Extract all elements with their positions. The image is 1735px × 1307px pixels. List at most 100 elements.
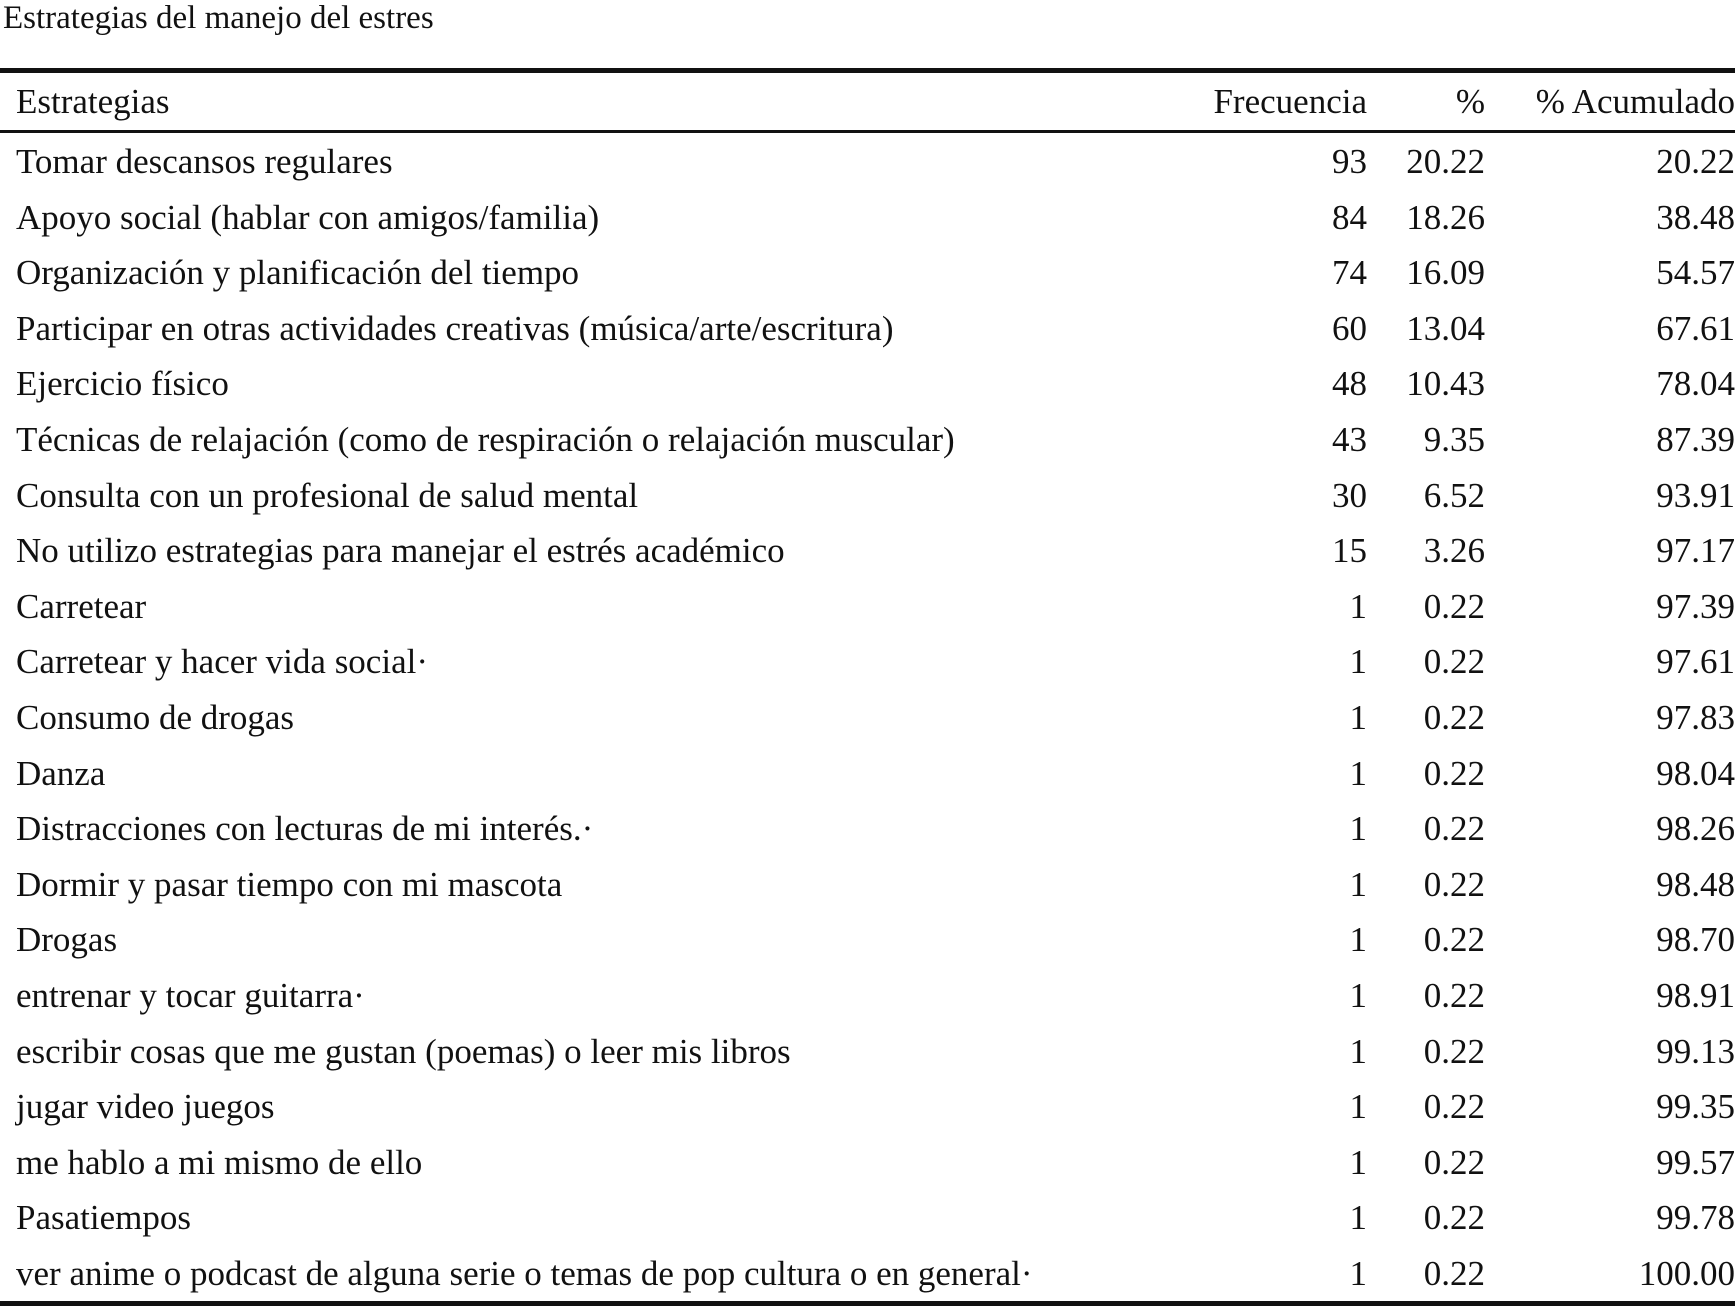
header-row: Estrategias Frecuencia % % Acumulado	[0, 70, 1735, 133]
strategy-cell: Pasatiempos	[16, 1198, 191, 1238]
table-row: Carretear 1 0.22 97.39	[0, 579, 1735, 635]
cumulative-percent-cell: 97.39	[1656, 586, 1735, 626]
frequency-cell: 1	[1349, 975, 1368, 1015]
column-header-strategies: Estrategias	[0, 70, 1171, 133]
cumulative-percent-cell: 98.04	[1656, 753, 1735, 793]
table-row: Drogas 1 0.22 98.70	[0, 912, 1735, 968]
cumulative-percent-cell: 99.35	[1656, 1087, 1735, 1127]
frequency-cell: 1	[1349, 753, 1368, 793]
table-caption: Estrategias del manejo del estres	[3, 0, 434, 36]
frequency-cell: 1	[1349, 1253, 1368, 1293]
percent-cell: 0.22	[1423, 920, 1485, 960]
strategy-cell: No utilizo estrategias para manejar el e…	[16, 531, 785, 571]
table-row: Consumo de drogas 1 0.22 97.83	[0, 690, 1735, 746]
column-header-frequency: Frecuencia	[1171, 70, 1367, 133]
table-row: Distracciones con lecturas de mi interés…	[0, 801, 1735, 857]
table-row: Tomar descansos regulares 93 20.22 20.22	[0, 132, 1735, 190]
cumulative-percent-cell: 87.39	[1656, 419, 1735, 459]
cumulative-percent-cell: 97.61	[1656, 642, 1735, 682]
frequency-cell: 48	[1332, 364, 1367, 404]
cumulative-percent-cell: 98.91	[1656, 975, 1735, 1015]
column-header-percent: %	[1367, 70, 1485, 133]
cumulative-percent-cell: 98.48	[1656, 864, 1735, 904]
table-row: Dormir y pasar tiempo con mi mascota 1 0.2…	[0, 857, 1735, 913]
frequency-cell: 1	[1349, 864, 1368, 904]
strategy-cell: Danza	[16, 753, 106, 793]
percent-cell: 0.22	[1423, 642, 1485, 682]
percent-cell: 0.22	[1423, 586, 1485, 626]
frequency-table: Estrategias Frecuencia % % Acumulado Tom…	[0, 68, 1735, 1307]
table-row: jugar video juegos 1 0.22 99.35	[0, 1079, 1735, 1135]
percent-cell: 20.22	[1406, 142, 1485, 181]
cumulative-percent-cell: 54.57	[1656, 253, 1735, 293]
frequency-cell: 1	[1349, 809, 1368, 849]
table-row: Participar en otras actividades creativa…	[0, 301, 1735, 357]
frequency-cell: 30	[1332, 475, 1367, 515]
frequency-cell: 1	[1349, 1198, 1368, 1238]
table-row: ver anime o podcast de alguna serie o te…	[0, 1246, 1735, 1304]
strategy-cell: Distracciones con lecturas de mi interés…	[16, 809, 594, 849]
strategy-cell: Apoyo social (hablar con amigos/familia)	[16, 197, 600, 237]
percent-cell: 0.22	[1423, 1253, 1485, 1293]
frequency-cell: 60	[1332, 308, 1367, 348]
cumulative-percent-cell: 99.57	[1656, 1142, 1735, 1182]
percent-cell: 18.26	[1406, 197, 1485, 237]
percent-cell: 6.52	[1423, 475, 1485, 515]
strategy-cell: Carretear	[16, 586, 147, 626]
cumulative-percent-cell: 97.17	[1656, 531, 1735, 571]
frequency-cell: 15	[1332, 531, 1367, 571]
percent-cell: 16.09	[1406, 253, 1485, 293]
strategy-cell: entrenar y tocar guitarra·	[16, 975, 365, 1015]
percent-cell: 10.43	[1406, 364, 1485, 404]
percent-cell: 0.22	[1423, 1087, 1485, 1127]
percent-cell: 0.22	[1423, 1142, 1485, 1182]
cumulative-percent-cell: 100.00	[1638, 1253, 1735, 1293]
percent-cell: 0.22	[1423, 697, 1485, 737]
strategy-cell: me hablo a mi mismo de ello	[16, 1142, 423, 1182]
table-row: escribir cosas que me gustan (poemas) o …	[0, 1024, 1735, 1080]
table-row: Ejercicio físico 48 10.43 78.04	[0, 356, 1735, 412]
frequency-cell: 43	[1332, 419, 1367, 459]
table-row: Consulta con un profesional de salud men…	[0, 468, 1735, 524]
frequency-cell: 1	[1349, 642, 1368, 682]
percent-cell: 0.22	[1423, 753, 1485, 793]
cumulative-percent-cell: 20.22	[1656, 142, 1735, 181]
strategy-cell: Ejercicio físico	[16, 364, 229, 404]
frequency-cell: 1	[1349, 586, 1368, 626]
strategy-cell: Tomar descansos regulares	[16, 142, 393, 181]
frequency-cell: 1	[1349, 1087, 1368, 1127]
table-row: Apoyo social (hablar con amigos/familia)…	[0, 190, 1735, 246]
table-body: Tomar descansos regulares 93 20.22 20.22 Apo…	[0, 132, 1735, 1304]
strategy-cell: Participar en otras actividades creativa…	[16, 308, 894, 348]
frequency-cell: 1	[1349, 1031, 1368, 1071]
percent-cell: 0.22	[1423, 975, 1485, 1015]
percent-cell: 0.22	[1423, 1031, 1485, 1071]
table-header: Estrategias Frecuencia % % Acumulado	[0, 70, 1735, 133]
frequency-cell: 93	[1332, 142, 1367, 181]
table-row: me hablo a mi mismo de ello 1 0.22 99.57	[0, 1135, 1735, 1191]
cumulative-percent-cell: 98.26	[1656, 809, 1735, 849]
percent-cell: 0.22	[1423, 864, 1485, 904]
cumulative-percent-cell: 38.48	[1656, 197, 1735, 237]
strategy-cell: Organización y planificación del tiempo	[16, 253, 580, 293]
percent-cell: 3.26	[1423, 531, 1485, 571]
strategy-cell: ver anime o podcast de alguna serie o te…	[16, 1253, 1033, 1293]
percent-cell: 13.04	[1406, 308, 1485, 348]
cumulative-percent-cell: 98.70	[1656, 920, 1735, 960]
frequency-cell: 1	[1349, 697, 1368, 737]
frequency-cell: 1	[1349, 1142, 1368, 1182]
cumulative-percent-cell: 97.83	[1656, 697, 1735, 737]
cumulative-percent-cell: 78.04	[1656, 364, 1735, 404]
strategy-cell: jugar video juegos	[16, 1087, 275, 1127]
table-row: Organización y planificación del tiempo 7…	[0, 245, 1735, 301]
strategy-cell: Drogas	[16, 920, 118, 960]
cumulative-percent-cell: 67.61	[1656, 308, 1735, 348]
table-row: Pasatiempos 1 0.22 99.78	[0, 1190, 1735, 1246]
frequency-cell: 84	[1332, 197, 1367, 237]
frequency-cell: 1	[1349, 920, 1368, 960]
percent-cell: 0.22	[1423, 1198, 1485, 1238]
cumulative-percent-cell: 99.78	[1656, 1198, 1735, 1238]
table-row: entrenar y tocar guitarra· 1 0.22 98.91	[0, 968, 1735, 1024]
table-row: No utilizo estrategias para manejar el e…	[0, 523, 1735, 579]
